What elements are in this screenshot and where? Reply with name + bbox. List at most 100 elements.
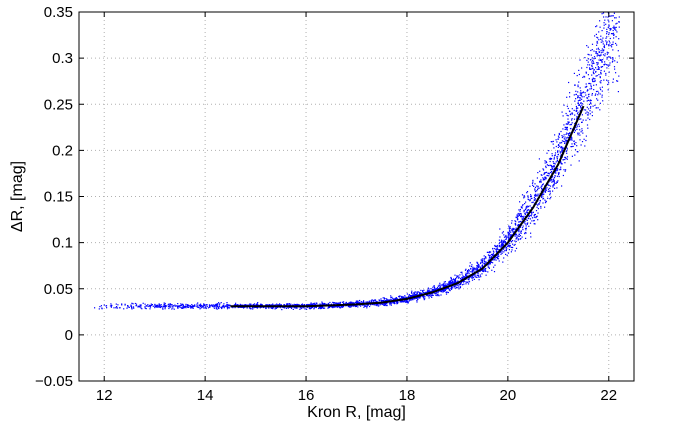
data-point (520, 230, 522, 232)
data-point (497, 258, 500, 260)
data-point (555, 172, 557, 174)
data-point (413, 294, 415, 296)
data-point (501, 246, 503, 248)
data-point (415, 291, 417, 293)
data-point (215, 303, 217, 305)
data-point (366, 301, 368, 303)
data-point (532, 179, 534, 181)
data-point (413, 292, 415, 294)
data-point (557, 172, 559, 174)
data-point (579, 129, 581, 131)
data-point (485, 256, 487, 258)
data-point (533, 216, 535, 218)
data-point (591, 111, 593, 113)
data-point (487, 251, 489, 253)
data-point (575, 105, 577, 108)
data-point (612, 57, 614, 59)
data-point (501, 244, 503, 247)
data-point (428, 294, 430, 296)
data-point (192, 306, 194, 308)
data-point (462, 275, 464, 277)
data-point (345, 302, 347, 304)
data-point (606, 67, 608, 69)
data-point (449, 280, 452, 282)
data-point (203, 307, 205, 309)
data-point (532, 201, 534, 203)
data-point (332, 303, 335, 305)
data-point (565, 112, 567, 115)
data-point (581, 67, 583, 69)
data-point (511, 230, 513, 232)
data-point (185, 303, 187, 305)
median-curve (230, 105, 585, 308)
data-point (207, 307, 209, 309)
data-point (521, 194, 524, 196)
data-point (526, 205, 528, 207)
data-point (327, 307, 329, 309)
data-point (386, 298, 388, 300)
data-point (248, 304, 250, 306)
data-point (523, 209, 525, 211)
data-point (565, 156, 567, 159)
data-point (273, 304, 275, 306)
data-point (554, 187, 556, 189)
data-point (585, 71, 587, 73)
data-point (190, 307, 192, 309)
data-point (609, 37, 611, 40)
data-point (182, 303, 184, 305)
data-point (565, 158, 567, 160)
data-point (492, 262, 494, 264)
data-point (603, 79, 605, 81)
data-point (481, 262, 484, 264)
data-point (274, 308, 276, 310)
data-point (457, 284, 459, 286)
data-point (193, 305, 195, 307)
data-point (598, 51, 600, 53)
data-point (530, 196, 532, 198)
data-point (336, 306, 338, 308)
data-point (577, 95, 579, 97)
data-point (510, 240, 512, 242)
data-point (460, 277, 462, 280)
data-point (534, 183, 536, 185)
data-point (512, 246, 514, 249)
data-point (542, 202, 544, 204)
data-point (567, 107, 569, 110)
data-point (188, 304, 190, 306)
data-point (484, 270, 486, 272)
data-point (515, 216, 517, 219)
data-point (332, 306, 334, 308)
data-point (602, 41, 604, 43)
data-point (521, 216, 523, 218)
data-point (494, 264, 496, 266)
data-point (561, 146, 563, 148)
data-point (514, 220, 516, 222)
data-point (456, 284, 458, 286)
data-point (478, 266, 480, 268)
data-point (614, 60, 616, 62)
data-point (564, 128, 566, 130)
data-point (612, 43, 614, 45)
data-point (460, 282, 462, 284)
data-point (496, 257, 498, 259)
data-point (600, 71, 602, 73)
data-point (531, 201, 533, 204)
data-point (478, 279, 480, 281)
data-point (481, 273, 483, 275)
data-point (580, 93, 582, 95)
data-point (522, 227, 524, 229)
data-point (374, 300, 376, 302)
data-point (145, 305, 147, 307)
data-point (495, 256, 497, 258)
data-point (501, 251, 503, 253)
data-point (162, 305, 164, 307)
data-point (436, 294, 438, 296)
data-point (557, 150, 559, 152)
data-point (606, 31, 608, 33)
data-point (376, 305, 378, 307)
data-point (513, 244, 515, 246)
x-tick-label: 14 (197, 387, 214, 404)
data-point (593, 56, 596, 58)
data-point (606, 51, 608, 53)
data-point (566, 128, 568, 130)
